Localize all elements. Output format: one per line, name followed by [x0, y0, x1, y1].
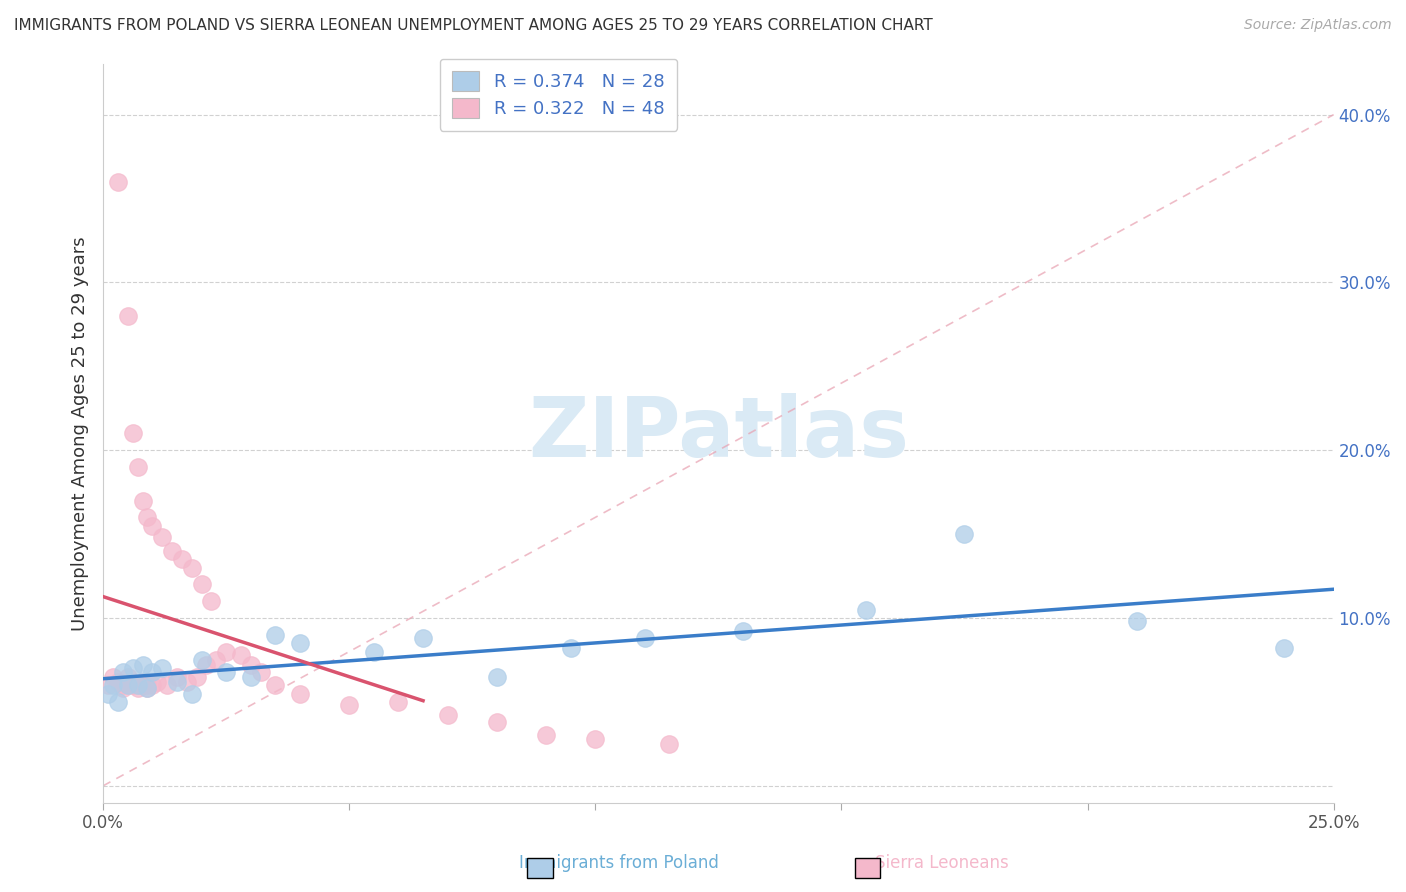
Point: [107, 175, 129, 189]
Point: [264, 628, 287, 642]
Legend: R = 0.374   N = 28, R = 0.322   N = 48: R = 0.374 N = 28, R = 0.322 N = 48: [440, 59, 678, 131]
Point: [141, 678, 163, 692]
Point: [387, 695, 409, 709]
Point: [136, 678, 159, 692]
Point: [107, 695, 129, 709]
Point: [180, 686, 202, 700]
Point: [186, 670, 208, 684]
Point: [131, 678, 153, 692]
Point: [239, 670, 262, 684]
Point: [560, 641, 582, 656]
Point: [141, 518, 163, 533]
Point: [117, 678, 139, 692]
Point: [485, 714, 508, 729]
Point: [288, 636, 311, 650]
Point: [190, 653, 212, 667]
Point: [111, 665, 134, 679]
Point: [111, 681, 134, 696]
Point: [127, 678, 149, 692]
Point: [200, 594, 222, 608]
Point: [127, 460, 149, 475]
Point: [215, 665, 238, 679]
Point: [141, 665, 163, 679]
Point: [97, 678, 120, 692]
Point: [97, 686, 120, 700]
Point: [121, 678, 143, 692]
Point: [117, 309, 139, 323]
Point: [412, 631, 434, 645]
Point: [363, 644, 385, 658]
Point: [195, 658, 218, 673]
Point: [170, 552, 193, 566]
Point: [121, 426, 143, 441]
Point: [485, 670, 508, 684]
Point: [121, 661, 143, 675]
Point: [146, 674, 169, 689]
Point: [111, 678, 134, 692]
Point: [180, 560, 202, 574]
Point: [131, 493, 153, 508]
Point: [264, 678, 287, 692]
Point: [215, 644, 238, 658]
Point: [150, 531, 173, 545]
Point: [136, 681, 159, 696]
Point: [1126, 615, 1149, 629]
Point: [953, 527, 976, 541]
Point: [633, 631, 655, 645]
Point: [131, 658, 153, 673]
Text: ZIPatlas: ZIPatlas: [527, 393, 908, 474]
Point: [156, 678, 179, 692]
Point: [117, 678, 139, 692]
Text: IMMIGRANTS FROM POLAND VS SIERRA LEONEAN UNEMPLOYMENT AMONG AGES 25 TO 29 YEARS : IMMIGRANTS FROM POLAND VS SIERRA LEONEAN…: [14, 18, 932, 33]
Y-axis label: Unemployment Among Ages 25 to 29 years: Unemployment Among Ages 25 to 29 years: [72, 236, 89, 631]
Point: [136, 681, 159, 696]
Point: [288, 686, 311, 700]
Point: [190, 577, 212, 591]
Point: [205, 653, 228, 667]
Point: [160, 544, 183, 558]
Point: [731, 624, 754, 639]
Point: [855, 602, 877, 616]
Point: [176, 674, 198, 689]
Text: Source: ZipAtlas.com: Source: ZipAtlas.com: [1244, 18, 1392, 32]
Point: [136, 510, 159, 524]
Point: [166, 670, 188, 684]
Text: Sierra Leoneans: Sierra Leoneans: [875, 855, 1010, 872]
Point: [658, 737, 681, 751]
Point: [107, 674, 129, 689]
Point: [127, 678, 149, 692]
Point: [150, 661, 173, 675]
Point: [131, 674, 153, 689]
Point: [101, 678, 124, 692]
Point: [249, 665, 271, 679]
Point: [583, 731, 606, 746]
Point: [101, 670, 124, 684]
Point: [337, 698, 360, 713]
Point: [166, 674, 188, 689]
Point: [229, 648, 252, 662]
Point: [436, 708, 458, 723]
Point: [1274, 641, 1296, 656]
Point: [117, 670, 139, 684]
Point: [127, 681, 149, 696]
Text: Immigrants from Poland: Immigrants from Poland: [519, 855, 718, 872]
Point: [239, 658, 262, 673]
Point: [534, 729, 557, 743]
